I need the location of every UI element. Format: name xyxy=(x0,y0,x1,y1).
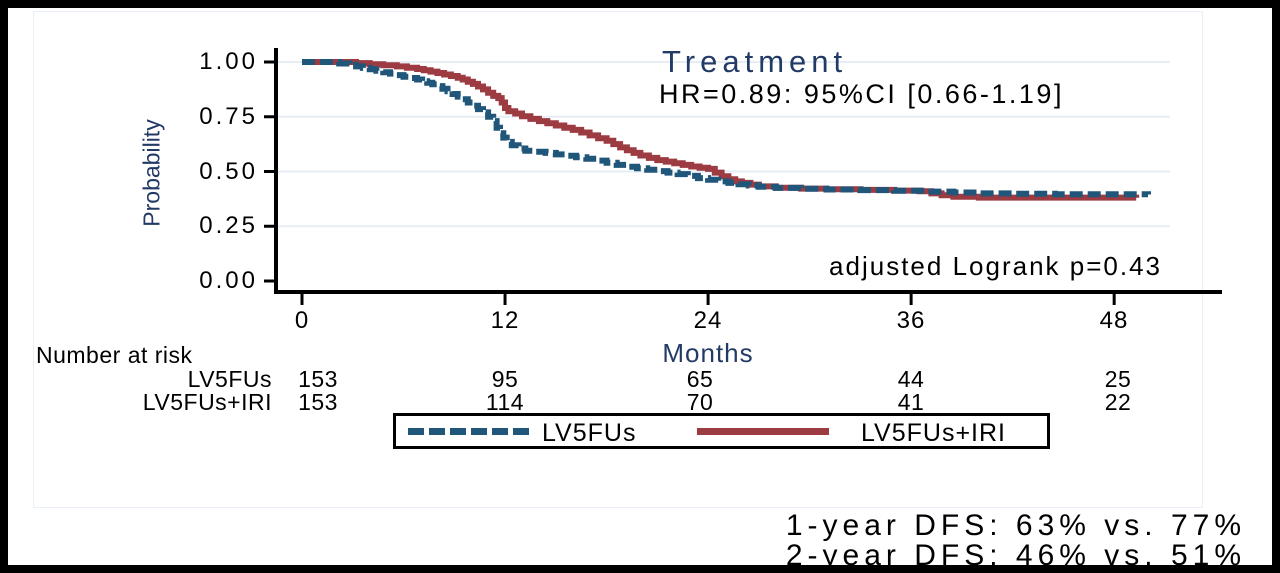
risk-count: 95 xyxy=(491,366,519,392)
legend-label: LV5FUs xyxy=(542,419,637,447)
one-year-dfs-text: 1-year DFS: 63% vs. 77% xyxy=(785,509,1246,542)
risk-row-label: LV5FUs xyxy=(187,366,272,392)
y-tick-label-1.00: 1.00 xyxy=(199,48,258,75)
graph-region-border xyxy=(33,11,1203,508)
risk-count: 153 xyxy=(298,389,338,415)
risk-count: 22 xyxy=(1104,389,1132,415)
legend: LV5FUs LV5FUs+IRI xyxy=(393,413,1050,449)
risk-count: 44 xyxy=(897,366,925,392)
logrank-annotation: adjusted Logrank p=0.43 xyxy=(829,251,1162,281)
legend-label: LV5FUs+IRI xyxy=(861,419,1006,447)
hazard-ratio-annotation: HR=0.89: 95%CI [0.66-1.19] xyxy=(659,79,1064,109)
plot-title: Treatment xyxy=(662,44,848,79)
risk-row-label: LV5FUs+IRI xyxy=(142,389,272,415)
legend-line-sample-dashed xyxy=(408,428,530,435)
two-year-dfs-text: 2-year DFS: 46% vs. 51% xyxy=(785,539,1246,572)
survival-curve-lv5fus xyxy=(302,59,1151,198)
risk-count: 25 xyxy=(1104,366,1132,392)
x-tick-label-36: 36 xyxy=(896,307,926,334)
risk-count: 65 xyxy=(686,366,714,392)
y-tick-label-0.25: 0.25 xyxy=(199,212,258,239)
risk-count: 41 xyxy=(897,389,925,415)
risk-table-header: Number at risk xyxy=(36,342,193,368)
x-tick-label-12: 12 xyxy=(490,307,520,334)
x-axis-title: Months xyxy=(662,338,754,368)
x-tick-label-24: 24 xyxy=(693,307,723,334)
y-tick-label-0.00: 0.00 xyxy=(199,267,258,294)
risk-count: 153 xyxy=(298,366,338,392)
y-tick-label-0.75: 0.75 xyxy=(199,103,258,130)
y-tick-label-0.50: 0.50 xyxy=(199,158,258,185)
risk-count: 70 xyxy=(686,389,714,415)
x-tick-label-48: 48 xyxy=(1099,307,1129,334)
x-tick-label-0: 0 xyxy=(294,307,310,334)
legend-line-sample-solid xyxy=(697,428,829,435)
risk-count: 114 xyxy=(485,389,525,415)
y-axis-title: Probability xyxy=(138,119,165,227)
